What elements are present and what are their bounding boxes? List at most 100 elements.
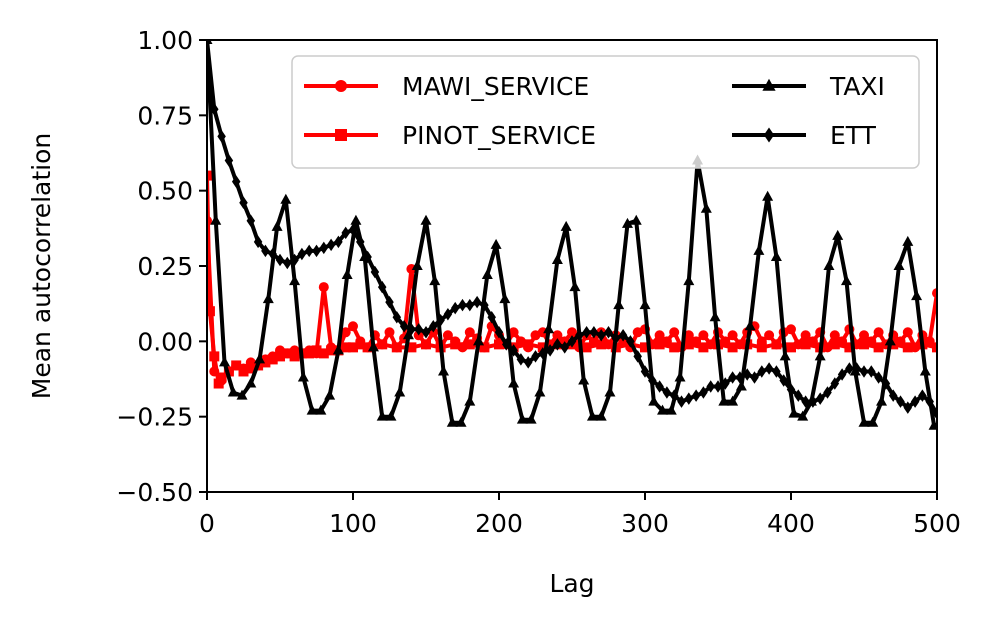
data-point	[531, 350, 540, 363]
data-point	[332, 344, 344, 355]
data-point	[509, 344, 518, 357]
x-tick-label: 500	[913, 509, 961, 538]
data-point	[253, 235, 263, 249]
data-point	[779, 374, 788, 387]
data-point	[611, 332, 621, 345]
data-point	[867, 365, 876, 378]
data-point	[502, 338, 511, 351]
y-axis: −0.50 −0.25 0.00 0.25 0.50 0.75 1.00	[116, 26, 207, 507]
data-point	[586, 410, 598, 421]
data-point	[516, 413, 528, 424]
data-point	[873, 342, 884, 353]
data-point	[414, 323, 423, 336]
data-point	[525, 413, 537, 424]
data-point	[786, 324, 796, 335]
data-point	[508, 377, 520, 388]
data-point	[429, 320, 438, 333]
data-point	[487, 310, 496, 324]
data-point	[884, 335, 896, 346]
data-point	[289, 351, 300, 362]
data-point	[858, 416, 870, 427]
data-point	[932, 342, 937, 353]
data-point	[334, 235, 343, 249]
data-point	[402, 329, 414, 340]
data-point	[348, 342, 358, 353]
data-point	[925, 395, 934, 408]
data-point	[721, 377, 730, 390]
data-point	[756, 342, 767, 353]
y-tick-label: 1.00	[137, 26, 193, 55]
x-axis-title: Lag	[549, 569, 594, 598]
data-point	[753, 244, 765, 255]
data-point	[219, 356, 231, 367]
data-point	[604, 386, 616, 397]
series-layer	[207, 40, 937, 430]
data-point	[304, 244, 314, 258]
legend-entry-mawi-service: MAWI_SERVICE	[304, 72, 589, 101]
series-ett	[207, 40, 937, 420]
data-point	[438, 365, 450, 376]
data-point	[376, 410, 388, 421]
data-point	[391, 342, 402, 353]
data-point	[683, 330, 694, 341]
data-point	[902, 342, 913, 353]
x-tick-label: 200	[475, 509, 523, 538]
data-point	[815, 392, 825, 405]
data-point	[626, 335, 635, 348]
data-point	[421, 326, 431, 339]
data-point	[399, 320, 409, 333]
data-point	[845, 362, 854, 375]
data-point	[282, 348, 293, 359]
data-point	[318, 282, 329, 293]
data-point	[260, 357, 271, 368]
data-point	[764, 330, 775, 341]
data-point	[420, 214, 432, 225]
data-point	[677, 395, 686, 408]
data-point	[919, 365, 931, 376]
data-point	[691, 389, 701, 402]
data-point	[216, 372, 227, 383]
data-point	[654, 330, 665, 341]
data-point	[508, 327, 519, 338]
data-point	[370, 265, 380, 279]
x-tick-label: 300	[621, 509, 669, 538]
data-point	[779, 350, 791, 361]
legend-entry-ett: ETT	[732, 121, 877, 150]
data-point	[450, 301, 460, 315]
data-point	[312, 244, 321, 258]
data-point	[829, 339, 840, 350]
data-point	[290, 253, 299, 267]
data-point	[516, 353, 526, 366]
data-point	[545, 344, 555, 357]
data-point	[231, 360, 242, 371]
data-point	[458, 298, 467, 312]
data-point	[604, 326, 613, 339]
data-point	[888, 389, 898, 402]
data-point	[829, 330, 840, 341]
data-point	[832, 229, 844, 240]
data-point	[903, 401, 913, 414]
data-point	[429, 275, 441, 286]
data-point	[874, 371, 883, 384]
data-point	[385, 295, 394, 309]
data-point	[464, 327, 475, 338]
data-point	[665, 404, 677, 415]
data-point	[575, 329, 584, 342]
data-point	[613, 299, 625, 310]
data-point	[224, 154, 234, 167]
data-point	[589, 326, 599, 339]
data-point	[289, 275, 301, 286]
data-point	[655, 380, 664, 393]
data-point	[727, 395, 739, 406]
data-point	[735, 380, 747, 391]
data-point	[596, 329, 606, 342]
data-point	[823, 386, 832, 399]
data-point	[727, 342, 738, 353]
data-point	[709, 311, 721, 322]
legend-swatch-marker	[762, 78, 776, 91]
data-point	[239, 196, 248, 209]
data-point	[552, 330, 563, 341]
data-point	[362, 342, 373, 353]
data-point	[481, 269, 493, 280]
